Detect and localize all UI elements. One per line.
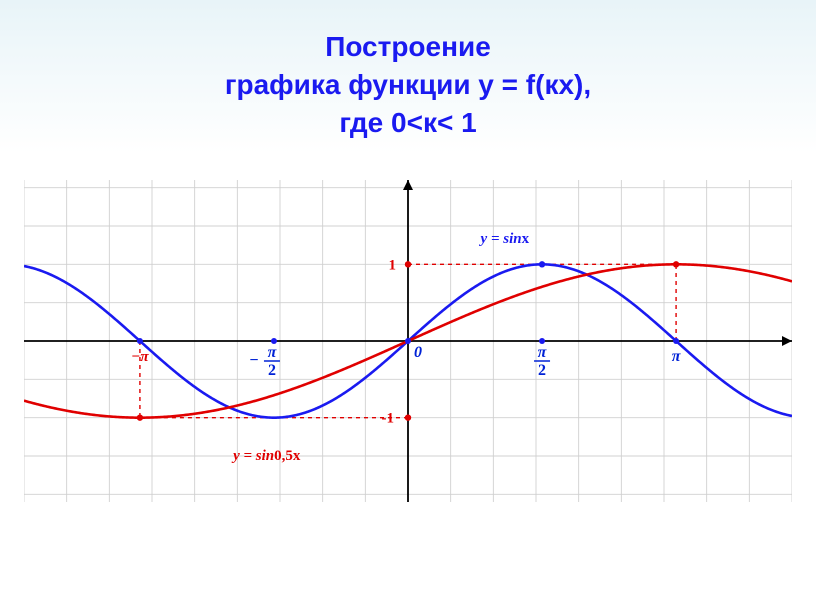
y-tick-label: 1 xyxy=(389,257,397,273)
y-tick-label: -1 xyxy=(382,411,395,427)
title-line-2: графика функции y = f(кx), xyxy=(0,66,816,104)
chart-svg: −π−π20π2π1-1y = sinxy = sin0,5x xyxy=(24,180,792,502)
x-tick-label: −π xyxy=(131,349,149,365)
x-tick-label: 0 xyxy=(414,344,422,361)
x-tick-label: π xyxy=(672,348,682,365)
svg-text:π: π xyxy=(538,344,548,361)
svg-text:−: − xyxy=(249,352,258,369)
title-line-1: Построение xyxy=(0,28,816,66)
curve-label-sin05x: y = sin0,5x xyxy=(231,448,301,464)
svg-text:2: 2 xyxy=(268,362,276,379)
svg-text:2: 2 xyxy=(538,362,546,379)
title-line-3: где 0<к< 1 xyxy=(0,104,816,142)
chart-area: −π−π20π2π1-1y = sinxy = sin0,5x xyxy=(24,180,792,502)
svg-text:π: π xyxy=(268,344,278,361)
curve-label-sinx: y = sinx xyxy=(479,231,530,247)
page-title: Построение графика функции y = f(кx), гд… xyxy=(0,0,816,141)
